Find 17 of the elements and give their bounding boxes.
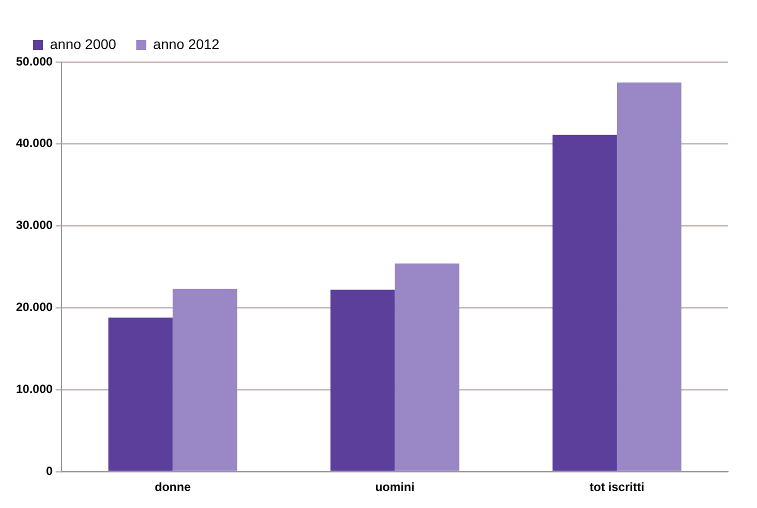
bar <box>616 82 682 471</box>
x-tick-label: uomini <box>375 480 415 494</box>
x-tick-label: tot iscritti <box>590 480 644 494</box>
y-tick-label: 40.000 <box>16 136 54 150</box>
y-tick-label: 10.000 <box>16 382 54 396</box>
bar <box>108 318 173 471</box>
legend-label: anno 2000 <box>50 36 116 52</box>
x-tick-label: donne <box>154 480 192 494</box>
legend-label: anno 2012 <box>153 36 220 52</box>
y-tick-label: 30.000 <box>16 218 54 232</box>
y-tick-label: 50.000 <box>16 54 54 68</box>
y-tick-label: 0 <box>46 464 54 478</box>
bar <box>330 290 395 471</box>
bar <box>172 288 238 471</box>
bar <box>394 264 460 471</box>
y-tick-label: 20.000 <box>16 300 54 314</box>
bar <box>552 134 617 471</box>
